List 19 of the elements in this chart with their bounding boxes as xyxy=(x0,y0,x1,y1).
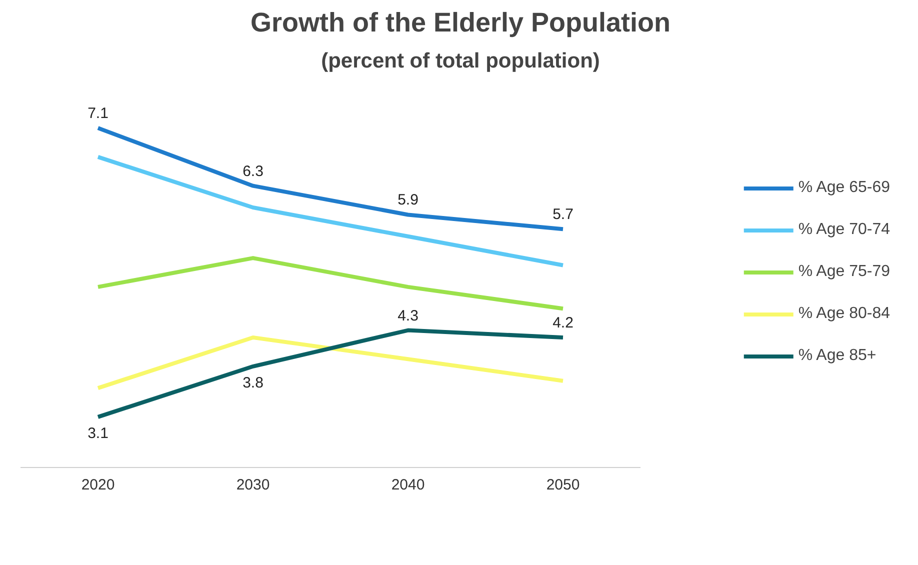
data-label: 4.2 xyxy=(552,314,574,332)
data-label: 5.7 xyxy=(552,206,574,224)
x-tick-label: 2040 xyxy=(391,476,425,494)
legend-label: % Age 75-79 xyxy=(798,263,890,281)
legend-label: % Age 70-74 xyxy=(798,221,890,239)
legend-label: % Age 80-84 xyxy=(798,305,890,323)
legend-label: % Age 65-69 xyxy=(798,179,890,197)
data-label: 4.3 xyxy=(398,307,418,324)
data-label: 6.3 xyxy=(242,162,264,180)
data-label: 3.8 xyxy=(242,374,264,392)
chart-subtitle: (percent of total population) xyxy=(321,50,600,72)
x-tick-label: 2050 xyxy=(546,476,580,494)
data-label: 5.9 xyxy=(398,192,418,209)
data-label: 7.1 xyxy=(88,105,108,122)
legend-label: % Age 85+ xyxy=(798,347,876,365)
x-tick-label: 2020 xyxy=(81,476,115,494)
chart-title: Growth of the Elderly Population xyxy=(250,8,671,38)
x-tick-label: 2030 xyxy=(236,476,270,494)
data-label: 3.1 xyxy=(88,424,108,442)
